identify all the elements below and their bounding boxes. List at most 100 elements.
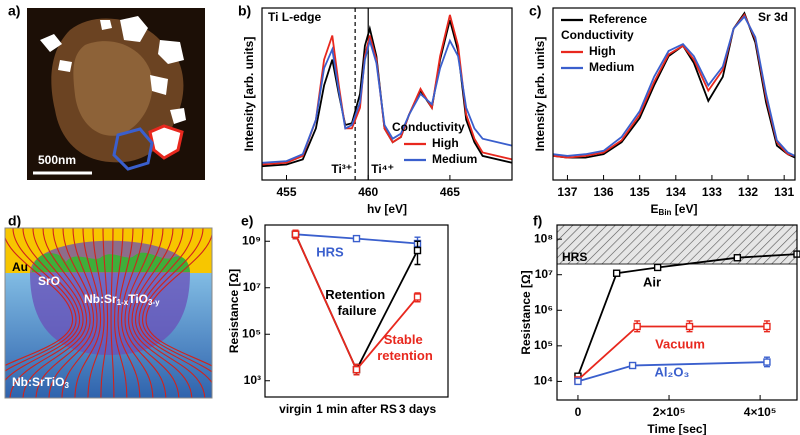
field-line	[141, 228, 212, 373]
marker	[628, 361, 637, 370]
field-lines	[5, 228, 212, 398]
x-axis-label: EBin [eV]	[651, 202, 698, 217]
legend-label: Medium	[589, 60, 634, 74]
field-line	[127, 228, 180, 398]
panel-label: f)	[533, 213, 542, 229]
panel-label: c)	[529, 3, 541, 19]
series-label: Air	[643, 274, 661, 289]
field-line	[120, 228, 154, 398]
marker	[352, 365, 361, 374]
plot-frame	[556, 224, 798, 401]
legend-label: Medium	[432, 152, 477, 166]
series-line	[261, 19, 513, 168]
text-part: E	[651, 202, 659, 216]
field-line	[113, 228, 128, 398]
x-tick-label: 0	[575, 405, 582, 419]
series-label: Retention failure	[325, 287, 389, 318]
series-label: Vacuum	[655, 336, 705, 351]
band	[556, 224, 798, 265]
text-part: 3-y	[148, 298, 160, 307]
layer-label: Nb:Sr1-xTiO3-y	[84, 292, 160, 307]
y-axis-label: Resistance [Ω]	[519, 270, 533, 354]
marker	[685, 322, 694, 331]
field-line	[5, 228, 81, 382]
marker	[763, 358, 771, 366]
region-high	[148, 124, 184, 160]
series-line	[577, 325, 767, 381]
y-tick-label: 10⁷	[535, 267, 553, 281]
series-line	[577, 253, 798, 377]
marker	[612, 269, 621, 277]
x-tick-label: 137	[557, 185, 577, 199]
marker	[633, 322, 641, 331]
series-label: Al₂O₃	[655, 364, 690, 379]
x-tick-label: 134	[666, 185, 686, 199]
annotation: Ti L-edge	[268, 10, 321, 24]
reference-label: Ti⁴⁺	[371, 162, 394, 176]
x-tick-label: 131	[774, 185, 794, 199]
panel-label: a)	[8, 3, 20, 19]
reference-label: Ti³⁺	[331, 162, 352, 176]
x-tick-label: 455	[276, 185, 296, 199]
y-axis-label: Intensity [arb. units]	[242, 37, 256, 152]
x-tick-label: 133	[702, 185, 722, 199]
series-line	[552, 11, 796, 159]
text-part: Nb:SrTiO	[12, 375, 64, 389]
x-tick-label: 135	[630, 185, 650, 199]
panel-label: e)	[241, 213, 253, 229]
text-part: Bin	[659, 208, 672, 217]
x-tick-label: 465	[440, 185, 460, 199]
x-tick-label: 460	[358, 185, 378, 199]
legend-label: High	[589, 44, 616, 58]
legend-title: Conductivity	[392, 120, 465, 134]
panel-label: b)	[238, 3, 251, 19]
region-medium	[112, 127, 154, 171]
series-label: Stable retention	[377, 332, 433, 363]
text-part: 3	[64, 381, 69, 390]
chart: e) virgin 1 min after RS 3 days 10³ 10⁵ 10⁷ 10⁹…	[227, 213, 449, 416]
field-line	[138, 228, 212, 384]
layer-label: SrO	[38, 274, 60, 288]
plot-frame	[264, 224, 449, 398]
series-line	[261, 37, 513, 164]
chart: f) HRS 0 2×10⁵ 4×10⁵ 10⁴ 10⁵ 10⁶ 10⁷ 10⁸ Resistanc…	[519, 213, 800, 435]
legend-label: Reference	[589, 12, 647, 26]
field-line	[110, 228, 115, 398]
legend-title: Conductivity	[561, 28, 634, 42]
layer-label: Au	[12, 260, 28, 274]
y-axis-label: Intensity [arb. units]	[533, 37, 547, 152]
field-line	[9, 228, 84, 398]
marker	[763, 322, 771, 331]
field-line	[5, 236, 74, 367]
y-axis-label: Resistance [Ω]	[227, 269, 241, 353]
x-tick-label: 4×10⁵	[744, 405, 777, 419]
marker	[653, 263, 662, 272]
field-line	[61, 228, 98, 398]
y-tick-label: 10⁸	[534, 231, 553, 245]
annotation: Sr 3d	[758, 10, 788, 24]
y-tick-label: 10³	[244, 373, 261, 387]
text-part: TiO	[128, 292, 148, 306]
field-line	[100, 228, 109, 398]
marker	[574, 377, 582, 386]
chart: c) 137 136 135 134 133 132 131 Intensity [arb. u…	[529, 3, 796, 217]
y-tick-label: 10⁵	[534, 338, 553, 352]
legend-label: High	[432, 136, 459, 150]
panel-d: d) Au SrO Nb:Sr1-xTiO3-y Nb:SrTiO3	[4, 213, 213, 399]
field-line	[5, 228, 77, 372]
field-line	[134, 228, 206, 398]
field-line	[131, 228, 193, 398]
y-tick-label: 10⁵	[242, 326, 261, 340]
bright-spot	[40, 16, 186, 124]
field-line	[74, 228, 102, 398]
text-part: 1-x	[117, 298, 129, 307]
marker	[352, 234, 361, 243]
x-tick-label: 2×10⁵	[653, 405, 686, 419]
panel-label: d)	[8, 213, 21, 229]
marker	[413, 246, 422, 255]
x-tick-label: 136	[594, 185, 614, 199]
field-line	[35, 228, 91, 398]
text-part: Nb:Sr	[84, 292, 117, 306]
marker	[413, 293, 422, 301]
